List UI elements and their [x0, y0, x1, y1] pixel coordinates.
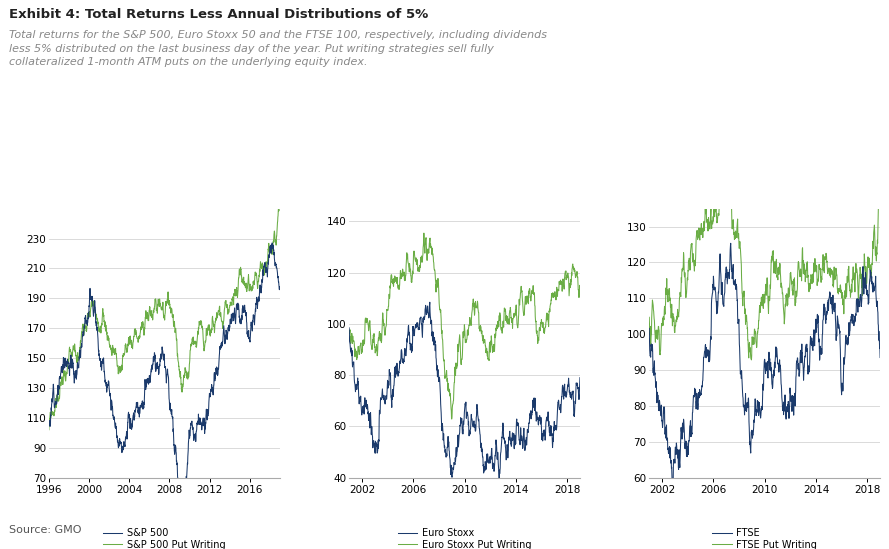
Line: Euro Stoxx: Euro Stoxx: [349, 302, 580, 480]
S&P 500: [176, 502, 187, 509]
Euro Stoxx: [344, 324, 355, 331]
FTSE Put Writing: [690, 257, 701, 264]
Euro Stoxx: [494, 477, 505, 483]
S&P 500: [143, 381, 154, 388]
Text: Total returns for the S&P 500, Euro Stoxx 50 and the FTSE 100, respectively, inc: Total returns for the S&P 500, Euro Stox…: [9, 30, 547, 68]
Legend: Euro Stoxx, Euro Stoxx Put Writing: Euro Stoxx, Euro Stoxx Put Writing: [394, 524, 535, 549]
Euro Stoxx Put Writing: [395, 274, 405, 281]
S&P 500: [230, 312, 241, 319]
S&P 500 Put Writing: [44, 427, 54, 433]
S&P 500 Put Writing: [136, 320, 147, 327]
FTSE: [690, 386, 701, 393]
Euro Stoxx Put Writing: [353, 343, 364, 350]
S&P 500: [109, 423, 120, 429]
Line: S&P 500 Put Writing: S&P 500 Put Writing: [49, 195, 280, 430]
Euro Stoxx: [395, 357, 405, 364]
Euro Stoxx Put Writing: [446, 416, 457, 422]
Legend: FTSE, FTSE Put Writing: FTSE, FTSE Put Writing: [709, 524, 821, 549]
Line: Euro Stoxx Put Writing: Euro Stoxx Put Writing: [349, 233, 580, 419]
Line: FTSE: FTSE: [649, 243, 880, 486]
Euro Stoxx Put Writing: [452, 361, 462, 368]
FTSE Put Writing: [644, 314, 654, 321]
Euro Stoxx Put Writing: [383, 303, 394, 310]
S&P 500: [267, 240, 277, 247]
FTSE: [802, 361, 813, 367]
FTSE: [695, 393, 706, 399]
Text: Exhibit 4: Total Returns Less Annual Distributions of 5%: Exhibit 4: Total Returns Less Annual Dis…: [9, 8, 428, 21]
Line: S&P 500: S&P 500: [49, 243, 280, 506]
Euro Stoxx: [452, 449, 462, 455]
S&P 500: [186, 420, 196, 427]
S&P 500 Put Writing: [143, 315, 154, 322]
Euro Stoxx Put Writing: [389, 273, 400, 279]
Euro Stoxx: [574, 374, 585, 381]
FTSE Put Writing: [695, 226, 706, 232]
S&P 500: [136, 402, 147, 409]
FTSE Put Writing: [683, 258, 693, 265]
FTSE Put Writing: [746, 357, 757, 363]
Euro Stoxx Put Writing: [502, 321, 513, 327]
Line: FTSE Put Writing: FTSE Put Writing: [649, 149, 880, 360]
FTSE Put Writing: [875, 146, 885, 153]
FTSE: [653, 400, 664, 406]
Euro Stoxx: [383, 380, 394, 387]
S&P 500 Put Writing: [252, 279, 263, 286]
FTSE Put Writing: [802, 259, 813, 265]
Euro Stoxx Put Writing: [419, 230, 429, 237]
Euro Stoxx Put Writing: [344, 330, 355, 337]
Euro Stoxx: [502, 445, 513, 451]
FTSE: [644, 325, 654, 332]
S&P 500 Put Writing: [230, 293, 241, 299]
FTSE Put Writing: [653, 323, 664, 330]
S&P 500 Put Writing: [186, 341, 196, 348]
FTSE: [752, 397, 763, 404]
S&P 500 Put Writing: [275, 192, 285, 199]
S&P 500: [44, 418, 54, 424]
Euro Stoxx Put Writing: [574, 285, 585, 292]
Text: Source: GMO: Source: GMO: [9, 525, 82, 535]
FTSE: [725, 240, 736, 247]
S&P 500: [275, 285, 285, 292]
Euro Stoxx: [424, 299, 435, 306]
Legend: S&P 500, S&P 500 Put Writing: S&P 500, S&P 500 Put Writing: [99, 524, 229, 549]
FTSE Put Writing: [752, 337, 763, 343]
Euro Stoxx: [389, 367, 400, 373]
Euro Stoxx: [353, 378, 364, 385]
FTSE: [875, 354, 885, 361]
S&P 500 Put Writing: [109, 349, 120, 355]
S&P 500: [252, 298, 263, 304]
FTSE: [684, 438, 694, 444]
FTSE: [668, 483, 678, 489]
